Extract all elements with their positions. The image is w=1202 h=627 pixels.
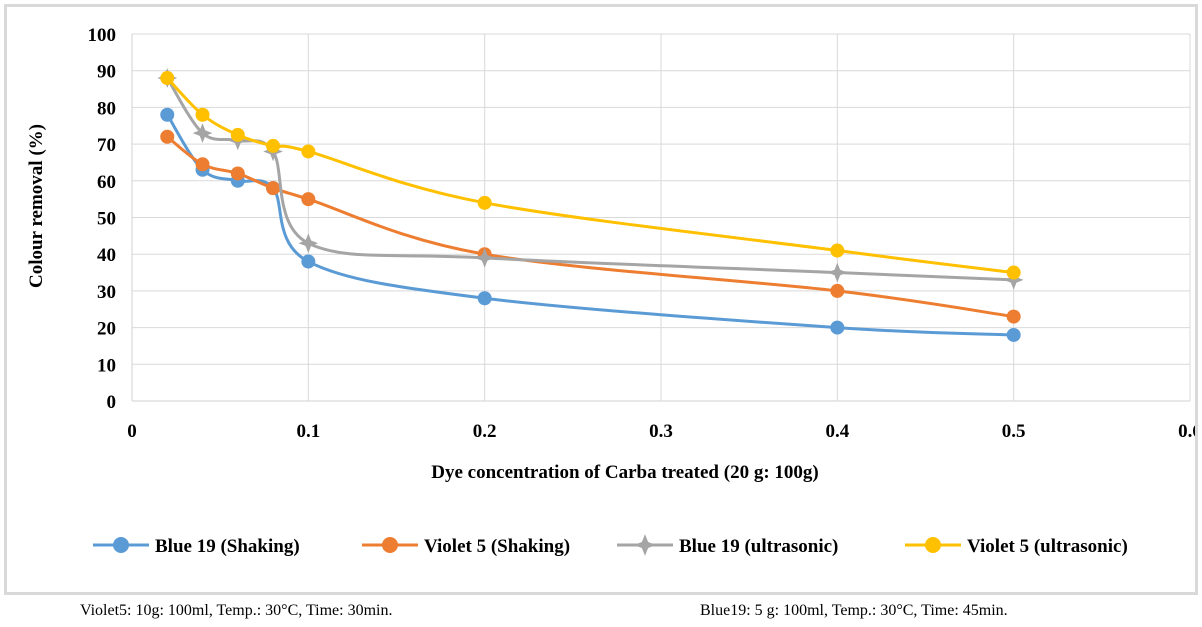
data-point <box>477 291 492 306</box>
data-point <box>230 127 245 142</box>
data-point <box>266 181 281 196</box>
series-3 <box>157 68 1024 290</box>
chart-frame: 0 10 20 30 40 50 60 70 80 90 100 0 0.1 0.2 0.3 0.4 0.5 0.… <box>4 4 1198 595</box>
data-point <box>160 129 175 144</box>
data-point <box>195 157 210 172</box>
legend-marker <box>382 537 398 553</box>
legend: Blue 19 (Shaking) Violet 5 (Shaking) Blue … <box>93 534 1128 557</box>
y-axis-title: Colour removal (%) <box>26 124 47 288</box>
data-point <box>1006 265 1021 280</box>
legend-item: Violet 5 (ultrasonic) <box>905 536 1128 557</box>
y-tick-label: 0 <box>107 392 117 413</box>
x-tick-label: 0.5 <box>1002 421 1026 442</box>
legend-marker <box>113 537 129 553</box>
x-tick-label: 0.3 <box>649 421 673 442</box>
legend-label: Violet 5 (Shaking) <box>424 536 570 557</box>
y-tick-label: 70 <box>97 135 116 156</box>
series-2 <box>160 129 1021 324</box>
legend-item: Blue 19 (ultrasonic) <box>617 534 838 557</box>
data-point <box>266 138 281 153</box>
y-tick-label: 30 <box>97 282 116 303</box>
x-tick-label: 0.4 <box>825 421 849 442</box>
y-tick-label: 10 <box>97 355 116 376</box>
data-point <box>301 254 316 269</box>
data-point <box>830 243 845 258</box>
legend-label: Violet 5 (ultrasonic) <box>967 536 1128 557</box>
x-tick-label: 0.6 <box>1178 421 1195 442</box>
series-line <box>165 135 1016 319</box>
data-point <box>230 166 245 181</box>
data-point <box>301 192 316 207</box>
data-point <box>160 107 175 122</box>
legend-label: Blue 19 (Shaking) <box>155 536 300 557</box>
caption-left: Violet5: 10g: 100ml, Temp.: 30°C, Time: … <box>80 602 393 619</box>
tick-labels: 0 10 20 30 40 50 60 70 80 90 100 0 0.1 0.2 0.3 0.4 0.5 0.… <box>88 25 1196 442</box>
gridlines <box>132 33 1191 401</box>
series-4 <box>160 71 1021 280</box>
data-point <box>1006 327 1021 342</box>
data-point <box>192 123 213 143</box>
data-point <box>827 262 848 283</box>
data-point <box>160 71 175 86</box>
y-tick-label: 80 <box>97 98 116 119</box>
series-lines <box>157 68 1024 342</box>
data-point <box>298 233 319 254</box>
y-tick-label: 50 <box>97 209 116 230</box>
x-axis-title: Dye concentration of Carba treated (20 g… <box>431 462 818 483</box>
y-tick-label: 60 <box>97 172 116 193</box>
data-point <box>195 107 210 122</box>
legend-marker <box>634 534 656 556</box>
data-point <box>301 144 316 159</box>
y-tick-label: 20 <box>97 319 116 340</box>
y-tick-label: 90 <box>97 62 116 83</box>
y-tick-label: 40 <box>97 245 116 266</box>
legend-item: Violet 5 (Shaking) <box>362 536 570 557</box>
data-point <box>1006 309 1021 324</box>
legend-label: Blue 19 (ultrasonic) <box>679 536 838 557</box>
axes <box>131 34 1190 402</box>
caption-right: Blue19: 5 g: 100ml, Temp.: 30°C, Time: 4… <box>700 602 1008 619</box>
data-point <box>830 320 845 335</box>
x-tick-label: 0.2 <box>473 421 497 442</box>
y-tick-label: 100 <box>88 25 117 46</box>
legend-item: Blue 19 (Shaking) <box>93 536 300 557</box>
x-tick-label: 0.1 <box>296 421 320 442</box>
line-chart: 0 10 20 30 40 50 60 70 80 90 100 0 0.1 0.2 0.3 0.4 0.5 0.… <box>26 25 1196 557</box>
x-tick-label: 0 <box>127 421 137 442</box>
data-point <box>477 195 492 210</box>
legend-marker <box>925 537 941 553</box>
data-point <box>1003 270 1024 290</box>
data-point <box>830 283 845 298</box>
data-point <box>474 248 495 268</box>
